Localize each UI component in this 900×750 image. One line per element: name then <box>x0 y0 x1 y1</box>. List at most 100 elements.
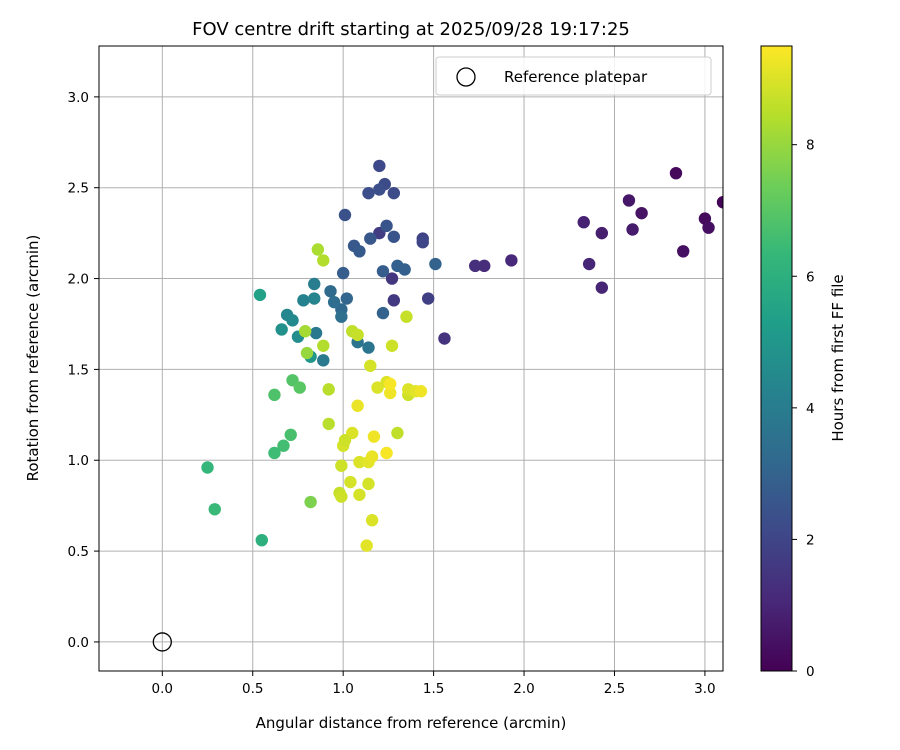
scatter-point <box>380 446 393 460</box>
scatter-point <box>438 332 451 345</box>
legend-box <box>435 56 712 96</box>
scatter-point <box>387 294 401 307</box>
scatter-point <box>275 323 288 336</box>
scatter-point <box>317 339 330 352</box>
scatter-point <box>268 446 281 460</box>
colorbar-tick-label: 6 <box>806 269 815 285</box>
scatter-point <box>373 159 386 173</box>
scatter-point <box>398 263 411 276</box>
scatter-point <box>311 243 325 256</box>
scatter-point <box>716 196 723 209</box>
scatter-point <box>595 226 609 240</box>
scatter-point <box>304 495 317 509</box>
plot-frame <box>98 45 724 672</box>
scatter-point <box>351 328 364 342</box>
scatter-point <box>380 219 393 233</box>
colorbar-tick-label: 8 <box>806 138 815 154</box>
scatter-point <box>595 281 609 294</box>
scatter-point <box>308 292 321 305</box>
scatter-point <box>478 259 491 273</box>
x-tick-label: 0.5 <box>242 681 263 697</box>
scatter-point <box>365 514 379 527</box>
scatter-point <box>268 388 281 402</box>
scatter-point <box>416 236 429 249</box>
colorbar-ticks: 0 2 4 6 8 <box>792 138 815 680</box>
scatter-point <box>400 310 413 323</box>
x-axis-label: Angular distance from reference (arcmin) <box>256 714 567 732</box>
scatter-point <box>376 306 390 320</box>
colorbar-tick-label: 0 <box>806 664 815 680</box>
x-tick-label: 0.0 <box>152 681 173 697</box>
scatter-point <box>391 426 404 440</box>
scatter-point <box>364 232 377 245</box>
scatter-point <box>324 285 337 298</box>
scatter-point <box>286 314 299 327</box>
scatter-point <box>429 257 442 271</box>
scatter-point <box>371 381 384 394</box>
scatter-point <box>353 488 366 501</box>
legend-marker <box>456 67 476 87</box>
legend: Reference platepar <box>435 56 712 96</box>
scatter-point <box>626 223 639 236</box>
x-tick-label: 1.0 <box>332 681 353 697</box>
scatter-point <box>298 325 312 338</box>
x-tick-label: 2.0 <box>513 681 534 697</box>
scatter-point <box>353 245 366 258</box>
y-tick-label: 0.5 <box>68 544 89 560</box>
scatter-point <box>344 475 357 489</box>
scatter-point <box>367 430 381 443</box>
scatter-point <box>702 221 715 234</box>
y-axis-label: Rotation from reference (arcmin) <box>24 235 42 482</box>
scatter-point <box>335 459 348 472</box>
scatter-point <box>322 417 335 431</box>
x-tick-label: 2.5 <box>604 681 625 697</box>
scatter-point <box>387 230 401 243</box>
colorbar-gradient <box>760 45 793 672</box>
scatter-point <box>376 265 390 278</box>
scatter-point <box>338 434 352 447</box>
colorbar-tick-label: 4 <box>806 401 815 417</box>
chart-title: FOV centre drift starting at 2025/09/28 … <box>192 19 630 40</box>
reference-platepar-marker <box>152 632 172 652</box>
y-tick-label: 2.5 <box>68 181 89 197</box>
scatter-point <box>201 461 214 474</box>
legend-label: Reference platepar <box>504 68 648 86</box>
scatter-point <box>327 295 341 309</box>
scatter-point <box>364 359 377 372</box>
scatter-point <box>384 386 397 400</box>
scatter-point <box>669 166 683 180</box>
scatter-point <box>336 266 350 280</box>
x-axis-ticks: 0.0 0.5 1.0 1.5 2.0 2.5 3.0 <box>152 671 716 697</box>
scatter-point <box>351 399 364 412</box>
scatter-point <box>577 216 590 229</box>
grid-layer <box>99 46 723 671</box>
scatter-point <box>277 439 290 452</box>
scatter-point <box>505 254 518 267</box>
scatter-point <box>362 341 375 354</box>
colorbar-tick-label: 2 <box>806 532 815 548</box>
scatter-point <box>338 208 352 222</box>
scatter-point <box>622 194 636 207</box>
scatter-point <box>385 272 399 285</box>
scatter-point <box>384 377 397 391</box>
points-layer <box>201 159 723 552</box>
scatter-point <box>414 385 428 398</box>
scatter-point <box>362 186 375 200</box>
colorbar: 0 2 4 6 8 Hours from first FF file <box>760 45 847 680</box>
y-axis-ticks: 0.0 0.5 1.0 1.5 2.0 2.5 3.0 <box>68 90 99 651</box>
scatter-point <box>300 346 314 360</box>
scatter-point <box>340 292 353 305</box>
scatter-point <box>365 450 379 463</box>
scatter-point <box>387 186 401 200</box>
x-tick-label: 3.0 <box>694 681 715 697</box>
scatter-point <box>360 539 373 552</box>
scatter-point <box>373 183 386 196</box>
scatter-point <box>677 245 690 258</box>
scatter-point <box>322 383 335 396</box>
y-tick-label: 0.0 <box>68 635 89 651</box>
scatter-point <box>317 354 330 367</box>
scatter-point <box>385 339 399 352</box>
scatter-point <box>635 206 648 220</box>
x-tick-label: 1.5 <box>423 681 444 697</box>
